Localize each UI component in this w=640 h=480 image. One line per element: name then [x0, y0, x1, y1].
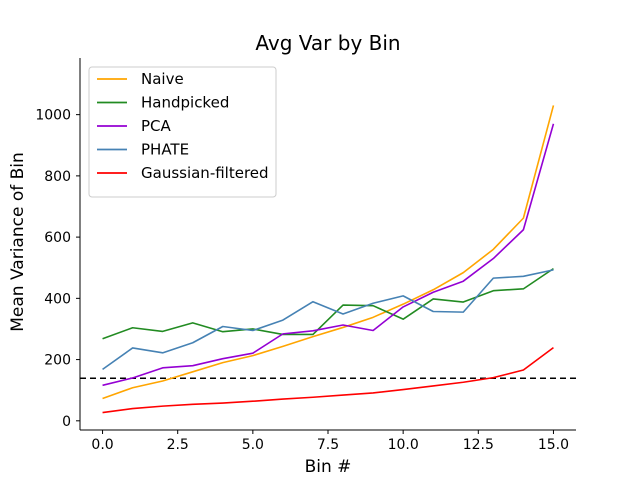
x-tick-label: 5.0 [242, 437, 264, 453]
x-tick-label: 15.0 [538, 437, 569, 453]
series-line-handpicked [102, 267, 554, 340]
x-axis-title: Bin # [305, 457, 352, 477]
legend-label-naive: Naive [141, 70, 184, 88]
legend-label-handpicked: Handpicked [141, 94, 229, 112]
series-line-pca [102, 123, 555, 387]
axes: 0.0 2.5 5.0 7.5 10.0 12.5 15.0 0 200 400 600 800 100… [35, 58, 576, 453]
legend-label-gaussian-filtered: Gaussian-filtered [141, 164, 269, 182]
series-line-naive [102, 105, 555, 400]
y-tick-label: 800 [44, 169, 71, 185]
chart-title: Avg Var by Bin [255, 31, 400, 55]
y-tick-label: 1000 [35, 108, 71, 124]
y-axis-title: Mean Variance of Bin [8, 152, 28, 332]
x-tick-label: 10.0 [388, 437, 419, 453]
legend: Naive Handpicked PCA PHATE Gaussian-filtered [88, 66, 277, 198]
x-tick-label: 7.5 [317, 437, 339, 453]
y-tick-label: 200 [44, 353, 71, 369]
plot-area [80, 105, 576, 414]
x-tick-label: 0.0 [91, 437, 113, 453]
legend-label-pca: PCA [141, 117, 172, 135]
x-tick-label: 2.5 [167, 437, 189, 453]
series-line-phate [102, 269, 554, 371]
series-line-gaussian-filtered [102, 346, 554, 414]
y-tick-label: 400 [44, 291, 71, 307]
y-tick-label: 600 [44, 230, 71, 246]
y-tick-label: 0 [62, 414, 71, 430]
legend-box [88, 66, 277, 198]
legend-label-phate: PHATE [141, 141, 189, 159]
x-tick-label: 12.5 [463, 437, 494, 453]
